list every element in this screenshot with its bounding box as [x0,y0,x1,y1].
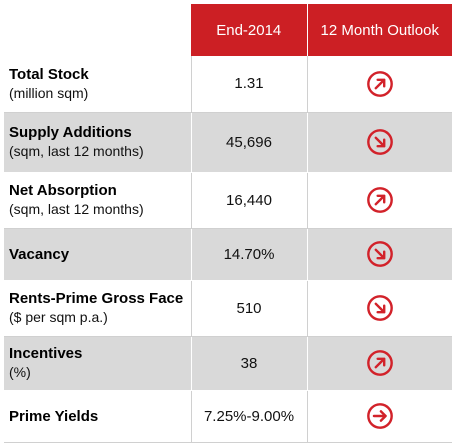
metric-label: Rents-Prime Gross Face [9,290,184,307]
market-indicators-table: End-2014 12 Month Outlook Total Stock (mi… [4,4,452,443]
arrow-down-right-icon [366,241,393,267]
arrow-right-icon [366,403,393,429]
metric-value: 14.70% [191,228,308,281]
header-12-month-outlook: 12 Month Outlook [307,4,452,56]
metric-label-cell: Rents-Prime Gross Face ($ per sqm p.a.) [4,280,192,337]
outlook-cell [307,56,452,113]
table-row: Rents-Prime Gross Face ($ per sqm p.a.) 51… [4,280,452,337]
outlook-cell [307,280,452,337]
metric-value: 45,696 [191,112,308,173]
metric-label-cell: Prime Yields [4,390,192,443]
table-row: Incentives (%) 38 [4,336,452,391]
table-header-row: End-2014 12 Month Outlook [4,4,452,56]
metric-value: 16,440 [191,172,308,229]
metric-sublabel: (million sqm) [9,84,89,101]
metric-value: 7.25%-9.00% [191,390,308,443]
table-row: Supply Additions (sqm, last 12 months) 45,… [4,112,452,173]
metric-sublabel: (sqm, last 12 months) [9,143,144,159]
header-end-2014: End-2014 [191,4,308,56]
outlook-cell [307,112,452,173]
outlook-cell [307,390,452,443]
outlook-cell [307,228,452,281]
metric-sublabel: (%) [9,364,31,380]
metric-label: Total Stock [9,65,89,83]
table-row: Net Absorption (sqm, last 12 months) 16,44… [4,172,452,229]
table-row: Vacancy 14.70% [4,228,452,281]
table-row: Prime Yields 7.25%-9.00% [4,390,452,443]
metric-label: Incentives [9,345,83,362]
arrow-up-right-icon [366,187,393,213]
arrow-down-right-icon [366,129,393,155]
metric-label-cell: Incentives (%) [4,336,192,391]
metric-label-cell: Net Absorption (sqm, last 12 months) [4,172,192,229]
arrow-up-right-icon [366,350,393,376]
metric-label: Net Absorption [9,182,117,199]
metric-label-cell: Total Stock (million sqm) [4,56,192,113]
arrow-up-right-icon [366,70,393,97]
metric-label-cell: Supply Additions (sqm, last 12 months) [4,112,192,173]
metric-label: Vacancy [9,245,70,263]
header-blank-cell [4,4,191,56]
outlook-cell [307,336,452,391]
metric-value: 510 [191,280,308,337]
metric-label-cell: Vacancy [4,228,192,281]
metric-label: Supply Additions [9,124,132,141]
metric-value: 38 [191,336,308,391]
outlook-cell [307,172,452,229]
metric-value: 1.31 [191,56,308,113]
metric-sublabel: (sqm, last 12 months) [9,201,144,217]
arrow-down-right-icon [366,295,393,321]
table-row: Total Stock (million sqm) 1.31 [4,56,452,113]
metric-label: Prime Yields [9,407,99,425]
metric-sublabel: ($ per sqm p.a.) [9,309,108,325]
